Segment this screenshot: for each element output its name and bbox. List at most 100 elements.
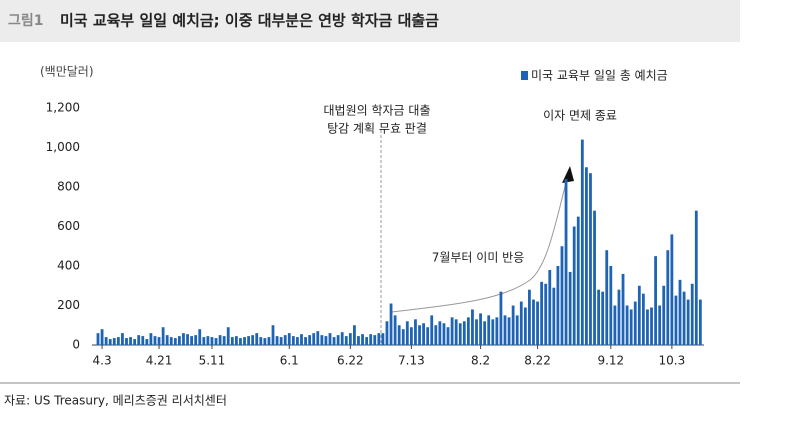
bar bbox=[519, 301, 523, 345]
bar bbox=[332, 337, 336, 345]
title-prefix: 그림1 bbox=[8, 13, 44, 29]
bar bbox=[405, 321, 409, 345]
y-tick-label: 1,000 bbox=[46, 140, 80, 154]
bar bbox=[597, 289, 601, 345]
bar bbox=[678, 279, 682, 345]
bar bbox=[475, 319, 478, 345]
bar bbox=[495, 317, 499, 345]
legend-swatch bbox=[521, 71, 528, 80]
bar bbox=[348, 333, 352, 345]
bar bbox=[568, 271, 572, 345]
bar bbox=[650, 307, 653, 345]
bar bbox=[316, 331, 320, 345]
x-tick-label: 10.3 bbox=[659, 354, 686, 368]
bar bbox=[104, 337, 108, 345]
x-tick-label: 8.2 bbox=[471, 354, 490, 368]
bar bbox=[409, 327, 413, 345]
bar bbox=[698, 299, 702, 345]
x-tick-label: 8.22 bbox=[524, 354, 551, 368]
y-unit: (백만달러) bbox=[40, 65, 94, 79]
bar bbox=[589, 173, 592, 345]
bar bbox=[291, 336, 295, 345]
arrow-head bbox=[562, 166, 574, 183]
bar bbox=[336, 335, 340, 345]
bar bbox=[426, 327, 430, 345]
bar bbox=[528, 289, 531, 345]
bar bbox=[275, 336, 279, 345]
bar bbox=[601, 291, 605, 345]
bar bbox=[613, 305, 617, 345]
bar bbox=[385, 321, 389, 345]
bar bbox=[483, 321, 487, 345]
x-tick-label: 7.13 bbox=[398, 354, 425, 368]
bar bbox=[287, 333, 291, 345]
bar bbox=[641, 293, 645, 345]
y-tick-label: 1,200 bbox=[46, 101, 80, 115]
bar bbox=[96, 333, 100, 345]
bar bbox=[670, 234, 674, 345]
bar bbox=[466, 317, 470, 345]
bar bbox=[515, 315, 519, 345]
bar bbox=[523, 307, 527, 345]
annotation: 이자 면제 종료 bbox=[543, 109, 617, 123]
bar bbox=[239, 338, 242, 345]
bar bbox=[580, 139, 584, 345]
x-tick-label: 9.12 bbox=[597, 354, 624, 368]
bar bbox=[214, 338, 218, 345]
bar bbox=[153, 336, 157, 345]
bar bbox=[353, 325, 356, 345]
bar bbox=[637, 285, 641, 345]
bar bbox=[125, 338, 128, 345]
bar bbox=[544, 283, 548, 345]
bar bbox=[247, 336, 250, 345]
bar bbox=[686, 299, 690, 345]
bar bbox=[121, 333, 124, 345]
bar bbox=[434, 325, 438, 345]
bar bbox=[182, 333, 185, 345]
bar bbox=[234, 336, 238, 345]
bar bbox=[145, 339, 149, 345]
bar bbox=[389, 303, 393, 345]
x-tick-label: 6.1 bbox=[280, 354, 299, 368]
annotation: 대법원의 학자금 대출 bbox=[324, 104, 431, 118]
bar bbox=[454, 319, 458, 345]
bar bbox=[271, 325, 275, 345]
x-tick-label: 6.22 bbox=[337, 354, 364, 368]
bar bbox=[251, 335, 255, 345]
bar bbox=[100, 329, 104, 345]
bar bbox=[369, 334, 373, 345]
bar bbox=[418, 325, 421, 345]
bar bbox=[491, 319, 495, 345]
y-tick-label: 200 bbox=[57, 298, 80, 312]
chart-title: 미국 교육부 일일 예치금; 이중 대부분은 연방 학자금 대출금 bbox=[60, 12, 439, 30]
bar bbox=[222, 336, 226, 345]
bar bbox=[654, 256, 657, 345]
bar bbox=[149, 333, 153, 345]
bar bbox=[430, 315, 434, 345]
x-tick-label: 4.3 bbox=[93, 354, 112, 368]
bar bbox=[633, 301, 637, 345]
bar bbox=[548, 269, 552, 345]
bar bbox=[141, 336, 145, 345]
bar bbox=[560, 246, 564, 345]
bar bbox=[422, 323, 425, 345]
bar bbox=[450, 317, 454, 345]
bar bbox=[585, 167, 588, 345]
bar bbox=[690, 283, 694, 345]
bar bbox=[552, 287, 556, 345]
bar bbox=[609, 266, 613, 345]
bar bbox=[487, 315, 491, 345]
bar bbox=[129, 337, 132, 345]
title-band bbox=[0, 0, 740, 42]
bar bbox=[324, 336, 328, 345]
trend-arrow bbox=[391, 174, 569, 313]
bar bbox=[658, 305, 662, 345]
bar bbox=[479, 313, 482, 345]
annotation: 탕감 계획 무효 판결 bbox=[327, 122, 427, 136]
bar bbox=[674, 295, 678, 345]
bar bbox=[593, 210, 596, 345]
bar bbox=[458, 323, 462, 345]
bar bbox=[255, 333, 259, 345]
bar bbox=[540, 281, 544, 345]
bar bbox=[442, 323, 446, 345]
